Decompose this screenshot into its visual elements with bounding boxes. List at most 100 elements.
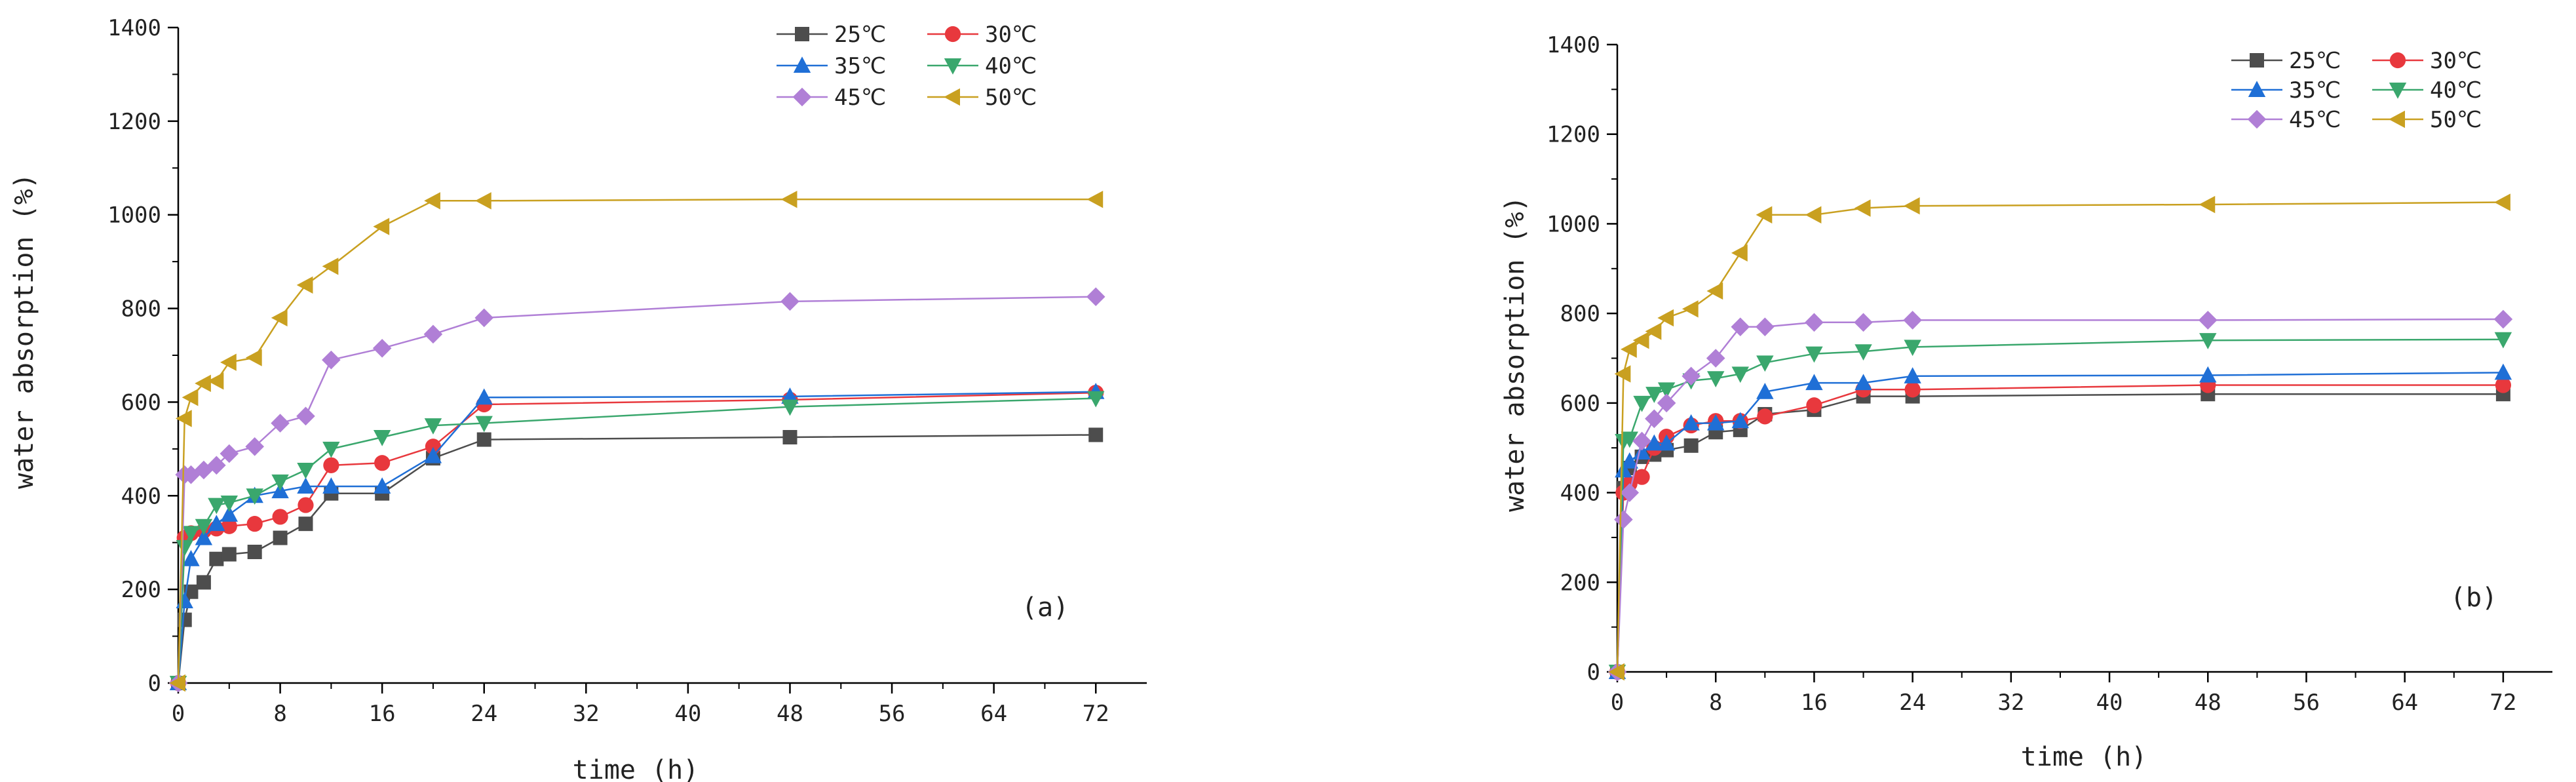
y-tick-label: 600 — [121, 389, 161, 416]
legend-marker — [944, 88, 960, 106]
data-point — [2199, 333, 2217, 349]
data-point — [195, 374, 211, 393]
data-point — [273, 530, 288, 545]
series-6 — [169, 190, 1104, 692]
panel-label: (a) — [1022, 593, 1069, 623]
data-point — [1806, 397, 1822, 414]
data-point — [1731, 244, 1748, 262]
x-tick-label: 24 — [471, 701, 497, 727]
x-tick-label: 64 — [980, 701, 1007, 727]
data-point — [1756, 383, 1774, 399]
y-tick-label: 1200 — [107, 109, 161, 135]
data-point — [209, 551, 224, 566]
data-point — [424, 192, 440, 210]
data-point — [221, 518, 237, 534]
x-tick-label: 8 — [273, 701, 286, 727]
data-point — [1645, 323, 1662, 340]
x-tick-label: 0 — [172, 701, 185, 727]
panel-label: (b) — [2450, 583, 2497, 613]
y-tick-label: 400 — [1560, 480, 1600, 507]
data-point — [1854, 199, 1871, 217]
y-tick-label: 0 — [148, 671, 161, 697]
y-axis-title: water absorption (%) — [9, 173, 39, 489]
y-tick-label: 1000 — [107, 203, 161, 229]
data-point — [424, 446, 442, 463]
data-point — [297, 477, 315, 494]
y-tick-label: 800 — [121, 296, 161, 323]
legend-marker — [2389, 110, 2405, 128]
data-point — [298, 517, 313, 532]
data-point — [1805, 206, 1822, 224]
chart-panel-a: 0 8 16 24 32 40 48 56 64 72 0 200 400 600 800 1000 1200 1… — [9, 15, 1147, 782]
data-point — [194, 460, 214, 480]
data-point — [373, 430, 391, 446]
data-point — [1756, 355, 1774, 372]
data-point — [1632, 331, 1649, 349]
legend-item: 40℃ — [2372, 77, 2482, 104]
data-point — [780, 292, 799, 311]
data-point — [1855, 344, 1872, 361]
data-point — [475, 416, 493, 433]
data-point — [373, 477, 391, 494]
legend-label: 45℃ — [834, 85, 886, 111]
data-point — [476, 432, 491, 447]
data-point — [423, 324, 443, 344]
data-point — [1707, 371, 1725, 388]
data-point — [169, 674, 185, 692]
data-point — [1645, 409, 1664, 429]
data-point — [195, 528, 213, 545]
y-tick-label: 200 — [121, 577, 161, 603]
data-point — [474, 308, 494, 328]
y-tick-label: 0 — [1587, 659, 1600, 686]
legend-marker — [2247, 109, 2267, 129]
data-point — [1621, 431, 1638, 448]
data-point — [272, 509, 288, 525]
data-point — [2199, 366, 2217, 383]
data-point — [271, 309, 288, 327]
data-point — [196, 575, 211, 590]
data-point — [182, 389, 199, 406]
data-point — [781, 399, 799, 416]
x-tick-label: 16 — [369, 701, 396, 727]
legend-item: 25℃ — [2231, 48, 2341, 74]
legend-marker — [2248, 81, 2266, 97]
data-point — [1855, 374, 1872, 391]
x-tick-label: 16 — [1801, 690, 1828, 716]
data-point — [1756, 317, 1775, 336]
data-point — [1621, 452, 1638, 469]
data-point — [271, 474, 289, 491]
data-point — [220, 505, 238, 522]
data-point — [1634, 469, 1650, 485]
data-point — [1731, 412, 1749, 429]
data-point — [1620, 483, 1640, 502]
legend-marker — [793, 56, 811, 73]
data-point — [246, 488, 263, 505]
y-tick-label: 200 — [1560, 570, 1600, 596]
legend-marker — [795, 27, 809, 41]
legend-label: 25℃ — [834, 22, 886, 48]
x-tick-label: 0 — [1611, 690, 1624, 716]
y-tick-label: 1400 — [1547, 32, 1600, 58]
x-tick-label: 64 — [2391, 690, 2418, 716]
data-point — [1657, 309, 1674, 327]
data-point — [195, 518, 213, 536]
data-point — [1805, 313, 1824, 332]
x-tick-label: 32 — [1997, 690, 2024, 716]
data-point — [1731, 366, 1749, 383]
data-point — [245, 437, 264, 456]
legend-label: 30℃ — [985, 22, 1037, 48]
legend-marker — [944, 26, 961, 43]
data-point — [1805, 346, 1823, 363]
data-point — [424, 418, 442, 435]
legend-item: 35℃ — [2231, 77, 2341, 104]
y-tick-label: 1400 — [107, 15, 161, 41]
data-point — [2199, 195, 2216, 214]
data-point — [2494, 332, 2512, 349]
data-point — [220, 496, 238, 512]
data-point — [1088, 427, 1104, 442]
x-axis-title: time (h) — [2021, 742, 2147, 772]
data-point — [220, 444, 239, 463]
data-point — [271, 414, 290, 433]
data-point — [208, 515, 225, 532]
